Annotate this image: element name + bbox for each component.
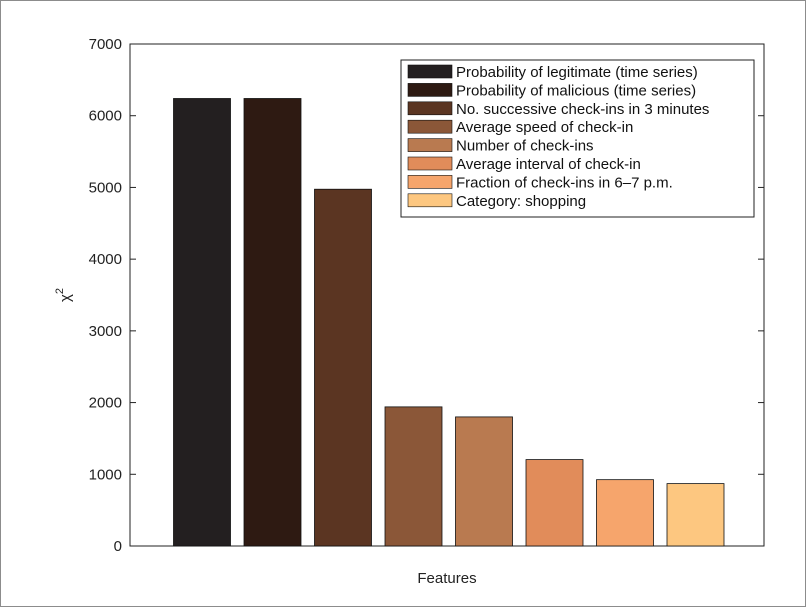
legend-swatch	[407, 193, 453, 208]
bar-5	[455, 416, 513, 547]
y-tick-label: 1000	[89, 466, 122, 483]
legend-swatch	[407, 156, 453, 171]
legend-label: Average speed of check-in	[456, 119, 633, 136]
y-tick-label: 5000	[89, 179, 122, 196]
y-tick-label: 3000	[89, 323, 122, 340]
y-axis-label: χ2	[54, 288, 74, 302]
bar-6	[525, 459, 584, 547]
bar-2	[243, 98, 302, 547]
y-tick-label: 7000	[89, 36, 122, 53]
bar-7	[596, 479, 654, 547]
legend-label: Average interval of check-in	[456, 156, 641, 173]
y-axis-ticks: 0 1000 2000 3000 4000 5000 6000 7000	[89, 36, 764, 555]
legend-swatch	[407, 83, 453, 97]
y-tick-label: 6000	[89, 108, 122, 125]
y-tick-label: 4000	[89, 251, 122, 268]
legend: Probability of legitimate (time series)P…	[400, 59, 755, 218]
bar-8	[666, 483, 725, 547]
legend-label: Number of check-ins	[456, 138, 594, 155]
y-axis-label-main: χ	[57, 294, 74, 302]
legend-swatch	[407, 119, 453, 134]
plot-area	[129, 43, 765, 547]
bar-3	[314, 188, 372, 547]
legend-swatch	[407, 138, 453, 152]
x-axis-label: Features	[417, 570, 476, 587]
bar-4	[384, 406, 443, 547]
legend-swatch	[407, 175, 453, 189]
legend-swatch	[407, 64, 453, 79]
bar-1	[173, 98, 231, 547]
y-tick-label: 0	[114, 538, 122, 555]
legend-label: Fraction of check-ins in 6–7 p.m.	[456, 174, 673, 191]
legend-label: Category: shopping	[456, 193, 586, 210]
legend-label: No. successive check-ins in 3 minutes	[456, 101, 709, 118]
legend-box	[400, 59, 755, 218]
legend-swatch	[407, 101, 453, 116]
y-tick-label: 2000	[89, 395, 122, 412]
legend-label: Probability of legitimate (time series)	[456, 64, 698, 81]
legend-label: Probability of malicious (time series)	[456, 82, 696, 99]
bars	[173, 98, 725, 547]
y-axis-label-sup: 2	[54, 288, 66, 294]
